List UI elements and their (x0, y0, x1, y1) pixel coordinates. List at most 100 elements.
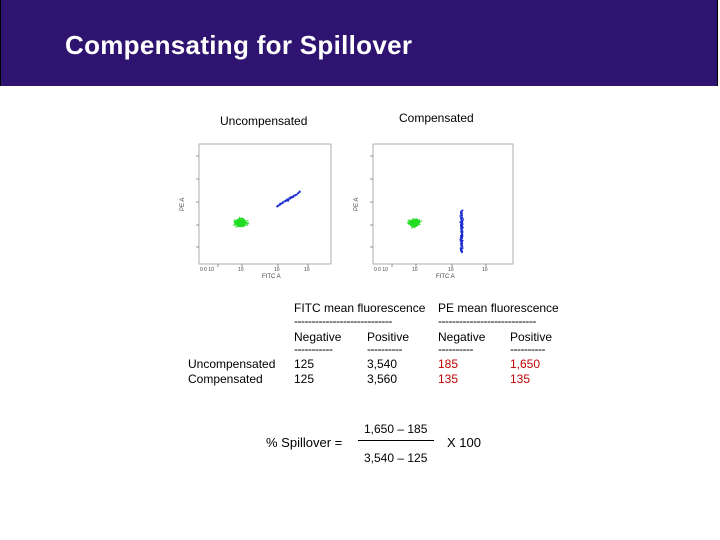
scatter-dot (461, 220, 463, 222)
scatter-dot (234, 220, 236, 222)
scatter-dot (238, 224, 240, 226)
scatter-dot (460, 227, 462, 229)
scatter-dot (235, 221, 237, 223)
uncompensated-fitc-positive: 3,540 (367, 357, 398, 371)
scatter-dot (409, 222, 411, 224)
scatter-dot (412, 225, 415, 227)
y-axis-label: PE A (354, 198, 360, 211)
scatter-dot (289, 196, 292, 198)
scatter-dot (460, 218, 462, 221)
scatter-dot (459, 243, 462, 245)
scatter-dot (461, 246, 463, 248)
scatter-dot (298, 191, 300, 194)
scatter-dot (461, 242, 463, 244)
pe-negative-header: Negative (438, 330, 486, 344)
scatter-dot (277, 205, 279, 207)
scatter-dot (239, 218, 241, 220)
formula-fraction-line (358, 440, 434, 441)
scatter-dot (410, 223, 412, 225)
scatter-dot (239, 220, 241, 222)
scatter-dot (238, 221, 240, 223)
scatter-dot (461, 223, 463, 225)
scatter-dot (413, 219, 415, 221)
scatter-dot (235, 226, 237, 228)
pe-header-rule: ---------------------------- (438, 314, 536, 328)
scatter-dot (233, 219, 235, 221)
scatter-dot (287, 199, 290, 201)
scatter-dot (234, 221, 236, 223)
scatter-dot (240, 220, 243, 223)
fitc-header: FITC mean fluorescence (294, 301, 426, 315)
scatter-dot (417, 219, 419, 221)
scatter-dot (419, 223, 421, 226)
scatter-dot (459, 237, 462, 239)
scatter-dot (285, 200, 287, 202)
pe-header: PE mean fluorescence (438, 301, 559, 315)
scatter-dot (462, 247, 464, 249)
scatter-dot (287, 200, 290, 202)
scatter-dot (408, 219, 410, 221)
x-tick-label: 10 (274, 267, 280, 273)
scatter-dot (241, 218, 243, 220)
scatter-dot (239, 225, 242, 227)
scatter-dot (412, 226, 415, 228)
scatter-dot (412, 223, 415, 225)
uncompensated-fitc-negative: 125 (294, 357, 315, 371)
scatter-dot (417, 219, 420, 221)
scatter-dot (461, 232, 464, 234)
scatter-dot (461, 245, 463, 247)
scatter-dot (415, 219, 417, 221)
scatter-dot (281, 202, 283, 204)
scatter-dot (240, 223, 242, 225)
scatter-dot (414, 224, 417, 226)
scatter-dot (279, 203, 281, 205)
pe-positive-header: Positive (510, 330, 553, 344)
scatter-dot (247, 223, 249, 225)
scatter-dot (412, 218, 414, 220)
scatter-dot (461, 217, 464, 219)
scatter-dot (414, 225, 416, 228)
scatter-dot (237, 222, 239, 224)
scatter-dot (237, 224, 239, 226)
sub-rule: ---------- (510, 342, 545, 356)
scatter-dot (277, 204, 279, 206)
scatter-dot (459, 215, 461, 217)
scatter-dot (461, 211, 463, 214)
scatter-dot (297, 192, 299, 194)
scatter-dot (419, 221, 421, 223)
scatter-dot (238, 225, 241, 228)
scatter-dot (237, 218, 240, 220)
scatter-dot (237, 220, 240, 222)
scatter-dot (236, 222, 238, 224)
scatter-dot (407, 219, 409, 222)
scatter-dot (240, 219, 242, 221)
scatter-dot (299, 191, 301, 193)
scatter-dot (418, 219, 420, 221)
fitc-negative-header: Negative (294, 330, 342, 344)
row-label-compensated: Compensated (188, 372, 263, 386)
formula-denominator: 3,540 – 125 (364, 451, 428, 465)
y-axis-ticks (196, 155, 199, 248)
slide-header: Compensating for Spillover (0, 0, 718, 86)
scatter-dot (410, 220, 412, 222)
fitc-header-rule: ---------------------------- (294, 314, 392, 328)
scatter-dot (241, 225, 243, 228)
scatter-dot (282, 202, 285, 204)
scatter-dot (460, 239, 462, 241)
scatter-dot (418, 221, 420, 223)
scatter-dot (418, 223, 420, 225)
scatter-dot (417, 223, 419, 225)
scatter-dot (411, 226, 413, 228)
scatter-dot (461, 251, 463, 254)
x-tick-label: 10 (238, 267, 244, 273)
scatter-dot (413, 223, 415, 225)
scatter-dot (415, 221, 417, 223)
positive-population-cluster (459, 209, 465, 254)
scatter-dot (460, 244, 462, 247)
scatter-dot (414, 221, 416, 223)
scatter-dot (460, 225, 462, 228)
sub-rule: ---------- (438, 342, 473, 356)
scatter-dot (460, 215, 462, 217)
scatter-dot (233, 224, 235, 226)
scatter-dot (462, 227, 464, 229)
